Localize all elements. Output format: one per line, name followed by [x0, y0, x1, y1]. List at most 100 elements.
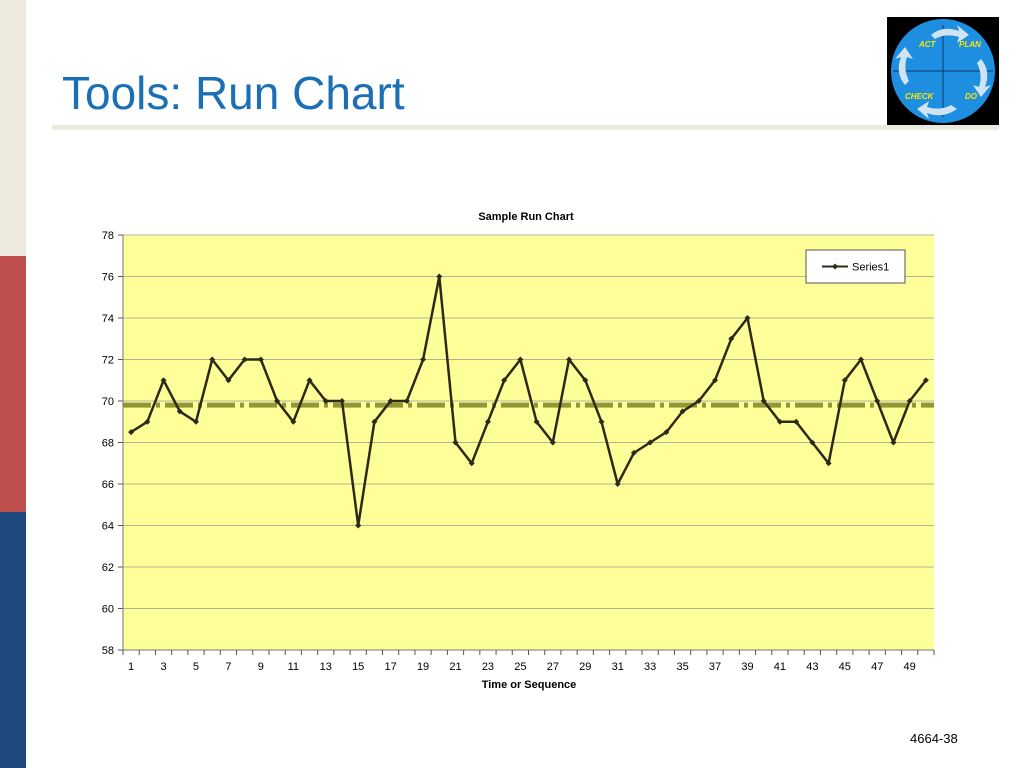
data-point — [436, 273, 443, 280]
data-point — [760, 398, 767, 404]
y-tick-label: 58 — [102, 645, 114, 657]
x-tick-label: 27 — [547, 661, 559, 673]
data-point — [257, 356, 264, 363]
y-tick-label: 64 — [102, 521, 114, 533]
data-point — [549, 439, 556, 446]
x-tick-label: 5 — [193, 661, 199, 673]
data-point — [517, 356, 524, 363]
data-point — [144, 418, 151, 425]
x-tick-label: 13 — [320, 661, 332, 673]
x-tick-label: 21 — [449, 661, 461, 673]
logo-label-act: ACT — [918, 40, 937, 49]
x-tick-label: 25 — [514, 661, 526, 673]
cycle-arrow-icon — [917, 101, 957, 119]
data-point — [533, 418, 540, 425]
y-tick-label: 70 — [102, 396, 114, 408]
x-tick-label: 45 — [839, 661, 851, 673]
data-point — [809, 439, 816, 446]
y-tick-label: 72 — [102, 355, 114, 367]
side-strip-red — [0, 256, 26, 512]
x-tick-label: 39 — [741, 661, 753, 673]
data-point — [825, 460, 832, 467]
side-strip-beige — [0, 0, 26, 256]
x-tick-label: 35 — [676, 661, 688, 673]
data-point — [468, 460, 475, 467]
y-tick-label: 62 — [102, 562, 114, 574]
data-point — [890, 439, 897, 446]
data-point — [858, 356, 865, 363]
legend-box — [805, 249, 906, 284]
data-point — [744, 315, 751, 321]
legend-label: Series1 — [852, 262, 889, 274]
data-point — [841, 377, 848, 384]
y-tick-label: 74 — [102, 313, 114, 325]
page-title: Tools: Run Chart — [62, 67, 405, 119]
data-point — [501, 377, 508, 384]
data-point — [290, 418, 297, 425]
data-point — [176, 408, 183, 415]
data-point — [566, 356, 573, 363]
logo-label-plan: PLAN — [959, 40, 981, 49]
title-divider — [52, 125, 999, 130]
logo-label-check: CHECK — [905, 92, 935, 101]
x-tick-label: 15 — [352, 661, 364, 673]
data-point — [663, 429, 670, 436]
x-tick-label: 41 — [774, 661, 786, 673]
pdca-cycle-logo: ACT PLAN CHECK DO — [887, 17, 999, 125]
data-point — [128, 429, 135, 436]
x-tick-label: 29 — [579, 661, 591, 673]
x-tick-label: 31 — [612, 661, 624, 673]
side-strip-blue — [0, 512, 26, 768]
data-point — [647, 439, 654, 446]
data-point — [793, 418, 800, 425]
x-tick-label: 1 — [128, 661, 134, 673]
cycle-arrow-icon — [895, 47, 913, 85]
x-tick-label: 33 — [644, 661, 656, 673]
data-point — [906, 398, 913, 404]
data-point — [241, 356, 248, 363]
x-tick-label: 19 — [417, 661, 429, 673]
data-point — [452, 439, 459, 446]
data-point — [160, 377, 167, 384]
x-tick-label: 11 — [288, 661, 299, 673]
data-point — [728, 335, 735, 342]
data-point — [274, 398, 281, 404]
data-point — [225, 377, 232, 384]
cycle-arrow-icon — [931, 25, 969, 43]
y-tick-label: 76 — [102, 272, 114, 284]
x-tick-label: 43 — [806, 661, 818, 673]
data-point — [630, 449, 637, 456]
data-point — [679, 408, 686, 415]
chart-title: Sample Run Chart — [478, 211, 574, 223]
slide-number: 4664-38 — [910, 731, 958, 746]
data-point — [403, 398, 410, 404]
legend-marker-icon — [832, 263, 838, 270]
data-point — [355, 522, 362, 529]
logo-label-do: DO — [965, 92, 978, 101]
data-point — [338, 398, 345, 404]
x-axis-label: Time or Sequence — [482, 679, 577, 691]
x-tick-label: 47 — [871, 661, 883, 673]
cycle-arrow-icon — [973, 59, 991, 97]
data-point — [922, 377, 929, 384]
data-point — [582, 377, 589, 384]
data-point — [420, 356, 427, 363]
data-point — [484, 418, 491, 425]
x-tick-label: 37 — [709, 661, 721, 673]
data-point — [306, 377, 313, 384]
data-point — [712, 377, 719, 384]
y-tick-label: 68 — [102, 438, 114, 450]
y-tick-label: 78 — [102, 230, 114, 242]
data-point — [695, 398, 702, 404]
data-point — [192, 418, 199, 425]
data-point — [322, 398, 329, 404]
x-tick-label: 23 — [482, 661, 494, 673]
data-point — [776, 418, 783, 425]
y-tick-label: 60 — [102, 604, 114, 616]
x-tick-label: 3 — [160, 661, 166, 673]
data-point — [209, 356, 216, 363]
data-point — [598, 418, 605, 425]
x-tick-label: 49 — [904, 661, 916, 673]
